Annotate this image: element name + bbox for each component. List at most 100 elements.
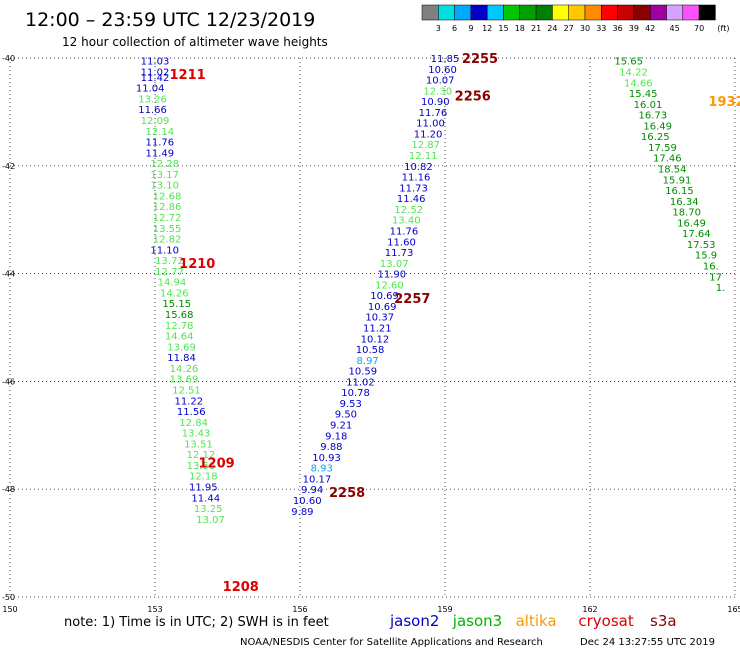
swh-value-cryosat: 13.50 bbox=[187, 461, 216, 472]
colorbar: 3 6 9 12 15 18 21 24 27 30 33 36 39 42 45 70 (ft) bbox=[421, 4, 729, 33]
swh-value-altika: 17.64 bbox=[682, 229, 711, 240]
y-tick-label: -42 bbox=[2, 162, 15, 171]
swh-value-cryosat: 13.07 bbox=[196, 515, 225, 526]
swh-value-s3a: 11.02 bbox=[346, 377, 375, 388]
colorbar-tick-label: 36 bbox=[613, 24, 623, 33]
colorbar-tick-label: 42 bbox=[645, 24, 655, 33]
footer-timestamp: Dec 24 13:27:55 UTC 2019 bbox=[580, 637, 715, 648]
swh-value-cryosat: 14.64 bbox=[165, 332, 194, 343]
colorbar-swatch bbox=[454, 4, 472, 21]
legend-item-jason2: jason2 bbox=[389, 612, 439, 630]
legend-item-cryosat: cryosat bbox=[578, 612, 633, 630]
swh-value-s3a: 8.97 bbox=[357, 356, 379, 367]
swh-value-s3a: 10.82 bbox=[404, 162, 433, 173]
swh-value-altika: 17.59 bbox=[648, 143, 677, 154]
colorbar-swatch bbox=[666, 4, 684, 21]
swh-value-s3a: 10.60 bbox=[293, 496, 322, 507]
swh-value-cryosat: 11.95 bbox=[189, 483, 218, 494]
swh-value-s3a: 11.60 bbox=[387, 237, 416, 248]
chart-subtitle: 12 hour collection of altimeter wave hei… bbox=[62, 35, 328, 49]
pass-time-label-cryosat: 1209 bbox=[199, 456, 235, 471]
colorbar-swatch bbox=[649, 4, 667, 21]
colorbar-swatch bbox=[682, 4, 700, 21]
swh-value-s3a: 10.69 bbox=[370, 291, 399, 302]
swh-value-cryosat: 11.44 bbox=[191, 493, 220, 504]
swh-value-altika: 16.01 bbox=[634, 100, 663, 111]
swh-value-cryosat: 12.14 bbox=[146, 127, 175, 138]
colorbar-swatch bbox=[552, 4, 569, 21]
swh-points: 11.0311.0211.4211.0413.2611.6612.0912.14… bbox=[136, 54, 725, 526]
x-tick-label: 162 bbox=[582, 605, 597, 614]
swh-value-altika: 16.73 bbox=[639, 111, 668, 122]
swh-value-cryosat: 11.56 bbox=[177, 407, 206, 418]
swh-value-cryosat: 14.94 bbox=[158, 278, 187, 289]
swh-value-s3a: 9.18 bbox=[325, 431, 347, 442]
legend-item-s3a: s3a bbox=[650, 612, 677, 630]
swh-value-s3a: 13.40 bbox=[392, 216, 421, 227]
swh-value-altika: 14.66 bbox=[624, 78, 653, 89]
axis-ticks: -40 -42 -44 -46 -48 -50 150 153 156 159 162 165 bbox=[2, 54, 740, 614]
swh-value-altika: 18.70 bbox=[672, 208, 701, 219]
colorbar-swatch bbox=[584, 4, 602, 21]
pass-time-label-altika: 1932 bbox=[708, 95, 740, 110]
swh-value-cryosat: 12.77 bbox=[155, 267, 184, 278]
swh-value-altika: 16.15 bbox=[665, 186, 694, 197]
legend-item-jason3: jason3 bbox=[452, 612, 502, 630]
colorbar-tick-label: 3 bbox=[436, 24, 441, 33]
swh-value-altika: 16.34 bbox=[670, 197, 699, 208]
colorbar-tick-label: 12 bbox=[482, 24, 492, 33]
swh-value-cryosat: 13.55 bbox=[153, 224, 182, 235]
colorbar-tick-label: 45 bbox=[670, 24, 680, 33]
grid bbox=[9, 57, 736, 598]
swh-value-cryosat: 13.17 bbox=[150, 170, 179, 181]
colorbar-swatch bbox=[617, 4, 635, 21]
swh-value-cryosat: 13.26 bbox=[138, 94, 167, 105]
swh-value-cryosat: 11.10 bbox=[150, 245, 179, 256]
colorbar-swatch bbox=[633, 4, 651, 21]
swh-value-altika: 18.54 bbox=[658, 164, 687, 175]
pass-time-label-s3a: 2256 bbox=[455, 90, 491, 105]
swh-value-s3a: 11.76 bbox=[419, 108, 448, 119]
colorbar-swatch bbox=[519, 4, 537, 21]
pass-time-label-cryosat: 1211 bbox=[170, 68, 206, 83]
colorbar-tick-label: 18 bbox=[515, 24, 525, 33]
swh-value-altika: 1. bbox=[716, 283, 726, 294]
colorbar-swatch bbox=[438, 4, 455, 21]
swh-value-cryosat: 11.22 bbox=[175, 396, 204, 407]
swh-value-altika: 15.9 bbox=[695, 251, 717, 262]
swh-value-s3a: 11.76 bbox=[390, 226, 419, 237]
swh-value-cryosat: 13.43 bbox=[182, 429, 211, 440]
swh-value-cryosat: 12.84 bbox=[179, 418, 208, 429]
pass-time-label-cryosat: 1210 bbox=[179, 257, 215, 272]
swh-value-cryosat: 12.51 bbox=[172, 385, 201, 396]
y-tick-label: -44 bbox=[2, 270, 15, 279]
colorbar-unit: (ft) bbox=[717, 24, 729, 33]
colorbar-swatch bbox=[568, 4, 586, 21]
swh-value-s3a: 9.94 bbox=[301, 485, 323, 496]
swh-value-s3a: 10.59 bbox=[349, 367, 378, 378]
swh-value-altika: 16. bbox=[703, 262, 719, 273]
y-tick-label: -48 bbox=[2, 485, 15, 494]
swh-value-cryosat: 11.49 bbox=[146, 148, 175, 159]
footer-note: note: 1) Time is in UTC; 2) SWH is in fe… bbox=[64, 615, 329, 630]
swh-value-s3a: 9.53 bbox=[340, 399, 362, 410]
swh-value-s3a: 11.85 bbox=[431, 54, 460, 65]
swh-value-cryosat: 11.04 bbox=[136, 84, 165, 95]
swh-value-s3a: 10.17 bbox=[303, 474, 332, 485]
swh-value-cryosat: 11.84 bbox=[167, 353, 196, 364]
swh-value-altika: 16.49 bbox=[677, 218, 706, 229]
swh-value-cryosat: 12.18 bbox=[189, 472, 218, 483]
swh-value-s3a: 9.88 bbox=[320, 442, 342, 453]
swh-value-cryosat: 15.68 bbox=[165, 310, 194, 321]
y-tick-label: -46 bbox=[2, 377, 15, 386]
swh-value-cryosat: 12.12 bbox=[187, 450, 216, 461]
swh-value-cryosat: 11.76 bbox=[146, 138, 175, 149]
swh-value-s3a: 12.87 bbox=[411, 140, 440, 151]
swh-value-cryosat: 13.10 bbox=[150, 181, 179, 192]
colorbar-swatch bbox=[421, 4, 439, 21]
x-tick-label: 153 bbox=[147, 605, 162, 614]
swh-value-cryosat: 11.66 bbox=[138, 105, 167, 116]
colorbar-swatch bbox=[486, 4, 504, 21]
swh-value-altika: 15.65 bbox=[614, 57, 643, 68]
